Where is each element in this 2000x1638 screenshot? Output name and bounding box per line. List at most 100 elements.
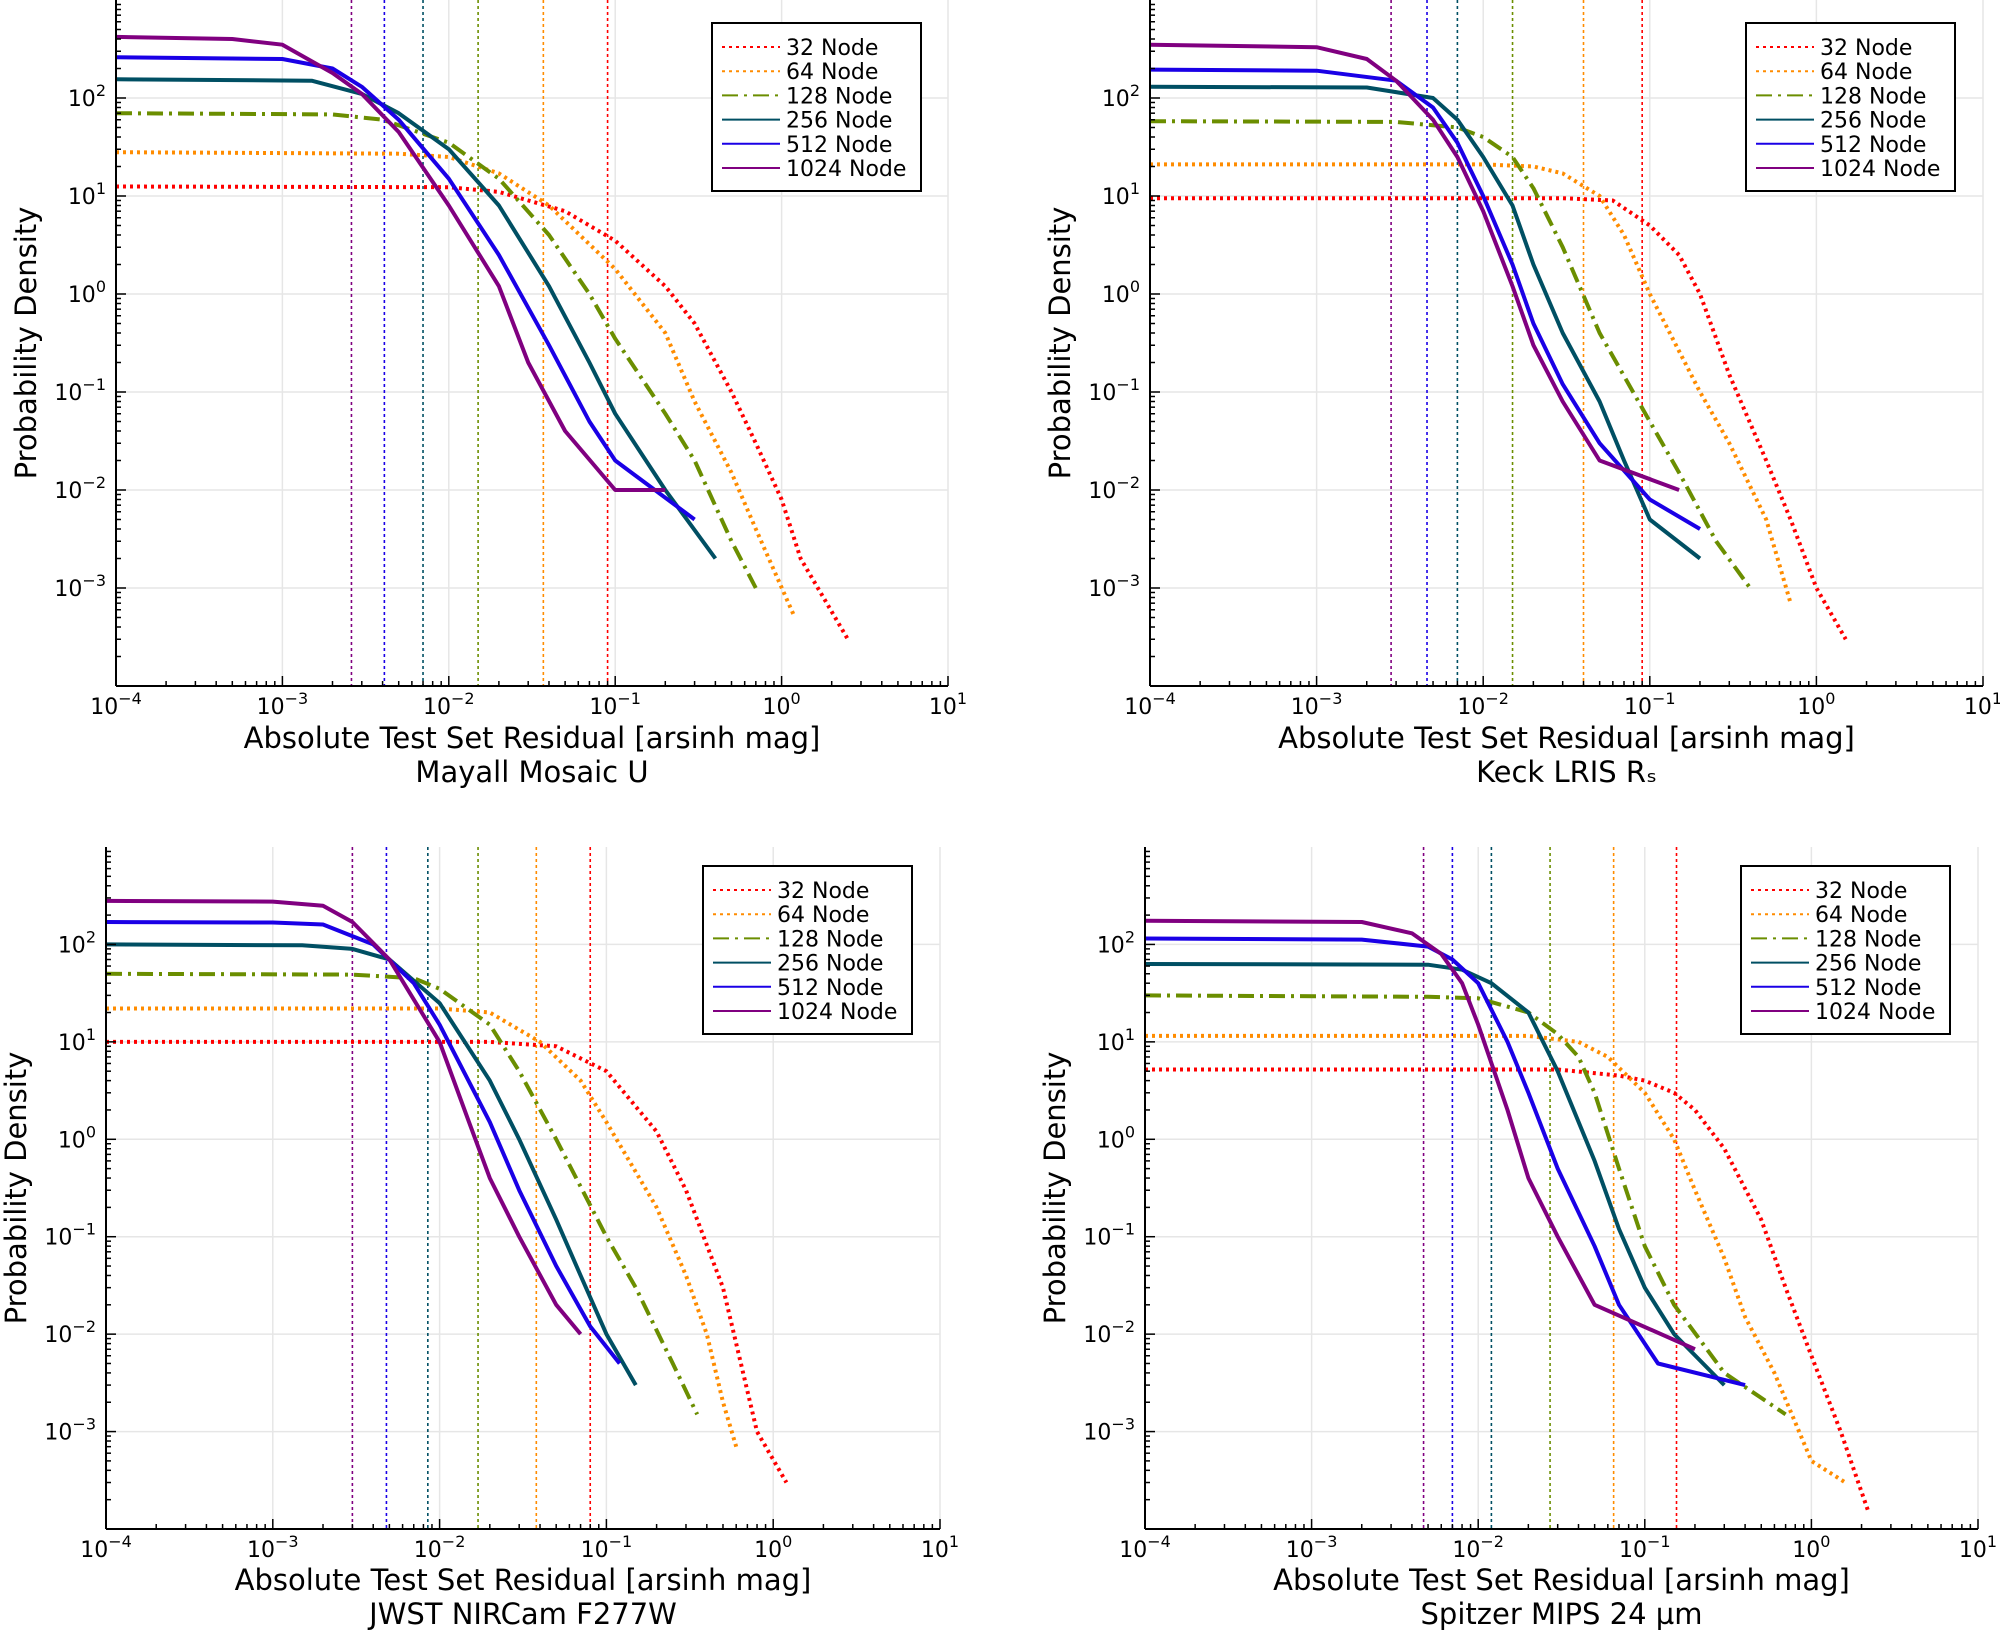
tick-base: 10 xyxy=(1097,933,1125,958)
tick-base: 10 xyxy=(1964,695,1992,720)
panel-subtitle: Spitzer MIPS 24 µm xyxy=(1421,1597,1703,1631)
legend-label: 64 Node xyxy=(1820,60,1912,85)
plot-area xyxy=(1145,847,1871,1529)
y-tick-label: 10−3 xyxy=(1088,571,1140,602)
y-tick-label: 10−2 xyxy=(44,1317,96,1348)
x-tick-label: 100 xyxy=(1792,1532,1830,1563)
tick-exponent: 0 xyxy=(86,1122,96,1141)
legend-label: 128 Node xyxy=(777,927,883,952)
legend-label: 512 Node xyxy=(786,133,892,158)
tick-base: 10 xyxy=(54,381,82,406)
tick-base: 10 xyxy=(1797,695,1825,720)
series-line-128-node xyxy=(106,971,700,1416)
tick-base: 10 xyxy=(1088,577,1116,602)
series-line-512-node xyxy=(1150,67,1702,531)
tick-base: 10 xyxy=(1097,1128,1125,1153)
x-tick-label: 10−4 xyxy=(1124,689,1176,720)
series-line-64-node xyxy=(1145,1033,1847,1485)
x-axis-label: Absolute Test Set Residual [arsinh mag] xyxy=(244,721,821,755)
legend-box xyxy=(702,865,913,1035)
y-tick-label: 102 xyxy=(58,927,96,958)
y-tick-label: 10−2 xyxy=(1088,473,1140,504)
tick-exponent: 1 xyxy=(1130,179,1140,198)
x-tick-label: 101 xyxy=(1959,1532,1997,1563)
tick-exponent: −2 xyxy=(451,689,475,708)
tick-base: 10 xyxy=(1088,381,1116,406)
tick-base: 10 xyxy=(80,1538,108,1563)
tick-base: 10 xyxy=(1102,87,1130,112)
series-line-256-node xyxy=(106,942,638,1387)
tick-base: 10 xyxy=(44,1226,72,1251)
tick-base: 10 xyxy=(1959,1538,1987,1563)
series-line-256-node xyxy=(1150,84,1702,561)
tick-exponent: −1 xyxy=(1647,1532,1671,1551)
x-tick-label: 101 xyxy=(1964,689,2000,720)
series-line-32-node xyxy=(116,184,850,641)
panel-1: 10−4 10−3 10−2 10−1 100 10110−310−210−1100101… xyxy=(9,0,967,789)
tick-exponent: 0 xyxy=(782,1532,792,1551)
x-axis-label: Absolute Test Set Residual [arsinh mag] xyxy=(235,1563,812,1597)
series-line-32-node xyxy=(106,1039,789,1484)
tick-exponent: −3 xyxy=(285,689,309,708)
y-axis-label: Probability Density xyxy=(0,1052,33,1325)
x-tick-label: 10−4 xyxy=(90,689,142,720)
tick-exponent: 0 xyxy=(1125,1122,1135,1141)
panel-subtitle: JWST NIRCam F277W xyxy=(367,1597,677,1631)
tick-exponent: −4 xyxy=(108,1532,132,1551)
tick-exponent: 1 xyxy=(1987,1532,1997,1551)
y-axis-label: Probability Density xyxy=(1038,1052,1072,1325)
y-axis-label: Probability Density xyxy=(9,207,43,480)
legend-label: 64 Node xyxy=(1815,903,1907,928)
legend-label: 1024 Node xyxy=(1820,157,1940,182)
tick-exponent: −2 xyxy=(1111,1317,1135,1336)
series-line-1024-node xyxy=(116,34,666,492)
tick-exponent: 0 xyxy=(1825,689,1835,708)
legend-label: 256 Node xyxy=(777,952,883,977)
series-line-512-node xyxy=(1145,936,1746,1388)
tick-base: 10 xyxy=(90,695,118,720)
tick-base: 10 xyxy=(54,577,82,602)
tick-exponent: −3 xyxy=(82,571,106,590)
tick-base: 10 xyxy=(1457,695,1485,720)
tick-base: 10 xyxy=(68,87,96,112)
tick-exponent: −3 xyxy=(1319,689,1343,708)
y-tick-label: 10−2 xyxy=(54,473,106,504)
tick-exponent: −4 xyxy=(1152,689,1176,708)
x-tick-label: 10−1 xyxy=(581,1532,633,1563)
panel-2: 10−4 10−3 10−2 10−1 100 10110−310−210−1100101… xyxy=(1043,0,2000,789)
tick-base: 10 xyxy=(68,185,96,210)
y-tick-label: 101 xyxy=(58,1025,96,1056)
plot-area xyxy=(106,847,789,1529)
series-line-32-node xyxy=(1145,1067,1871,1513)
series-line-64-node xyxy=(1150,162,1793,604)
tick-exponent: −2 xyxy=(442,1532,466,1551)
y-tick-label: 100 xyxy=(1097,1122,1135,1153)
series-line-128-node xyxy=(116,111,758,589)
tick-base: 10 xyxy=(1083,1323,1111,1348)
x-tick-label: 101 xyxy=(929,689,967,720)
y-tick-label: 10−3 xyxy=(54,571,106,602)
x-tick-label: 10−2 xyxy=(414,1532,466,1563)
tick-exponent: −4 xyxy=(118,689,142,708)
legend-label: 64 Node xyxy=(777,903,869,928)
legend-label: 256 Node xyxy=(786,109,892,134)
legend-label: 32 Node xyxy=(1815,879,1907,904)
series-line-64-node xyxy=(106,1006,739,1448)
tick-exponent: 0 xyxy=(1820,1532,1830,1551)
y-tick-label: 10−1 xyxy=(1088,375,1140,406)
legend-box xyxy=(1745,22,1956,192)
x-tick-label: 10−3 xyxy=(257,689,309,720)
y-tick-label: 101 xyxy=(68,179,106,210)
x-tick-label: 10−1 xyxy=(589,689,641,720)
y-tick-label: 10−3 xyxy=(1083,1415,1135,1446)
legend-label: 1024 Node xyxy=(786,157,906,182)
legend-label: 512 Node xyxy=(1815,976,1921,1001)
tick-exponent: 1 xyxy=(957,689,967,708)
legend-label: 32 Node xyxy=(777,879,869,904)
y-tick-label: 10−3 xyxy=(44,1415,96,1446)
series-line-1024-node xyxy=(1150,42,1680,492)
tick-base: 10 xyxy=(763,695,791,720)
